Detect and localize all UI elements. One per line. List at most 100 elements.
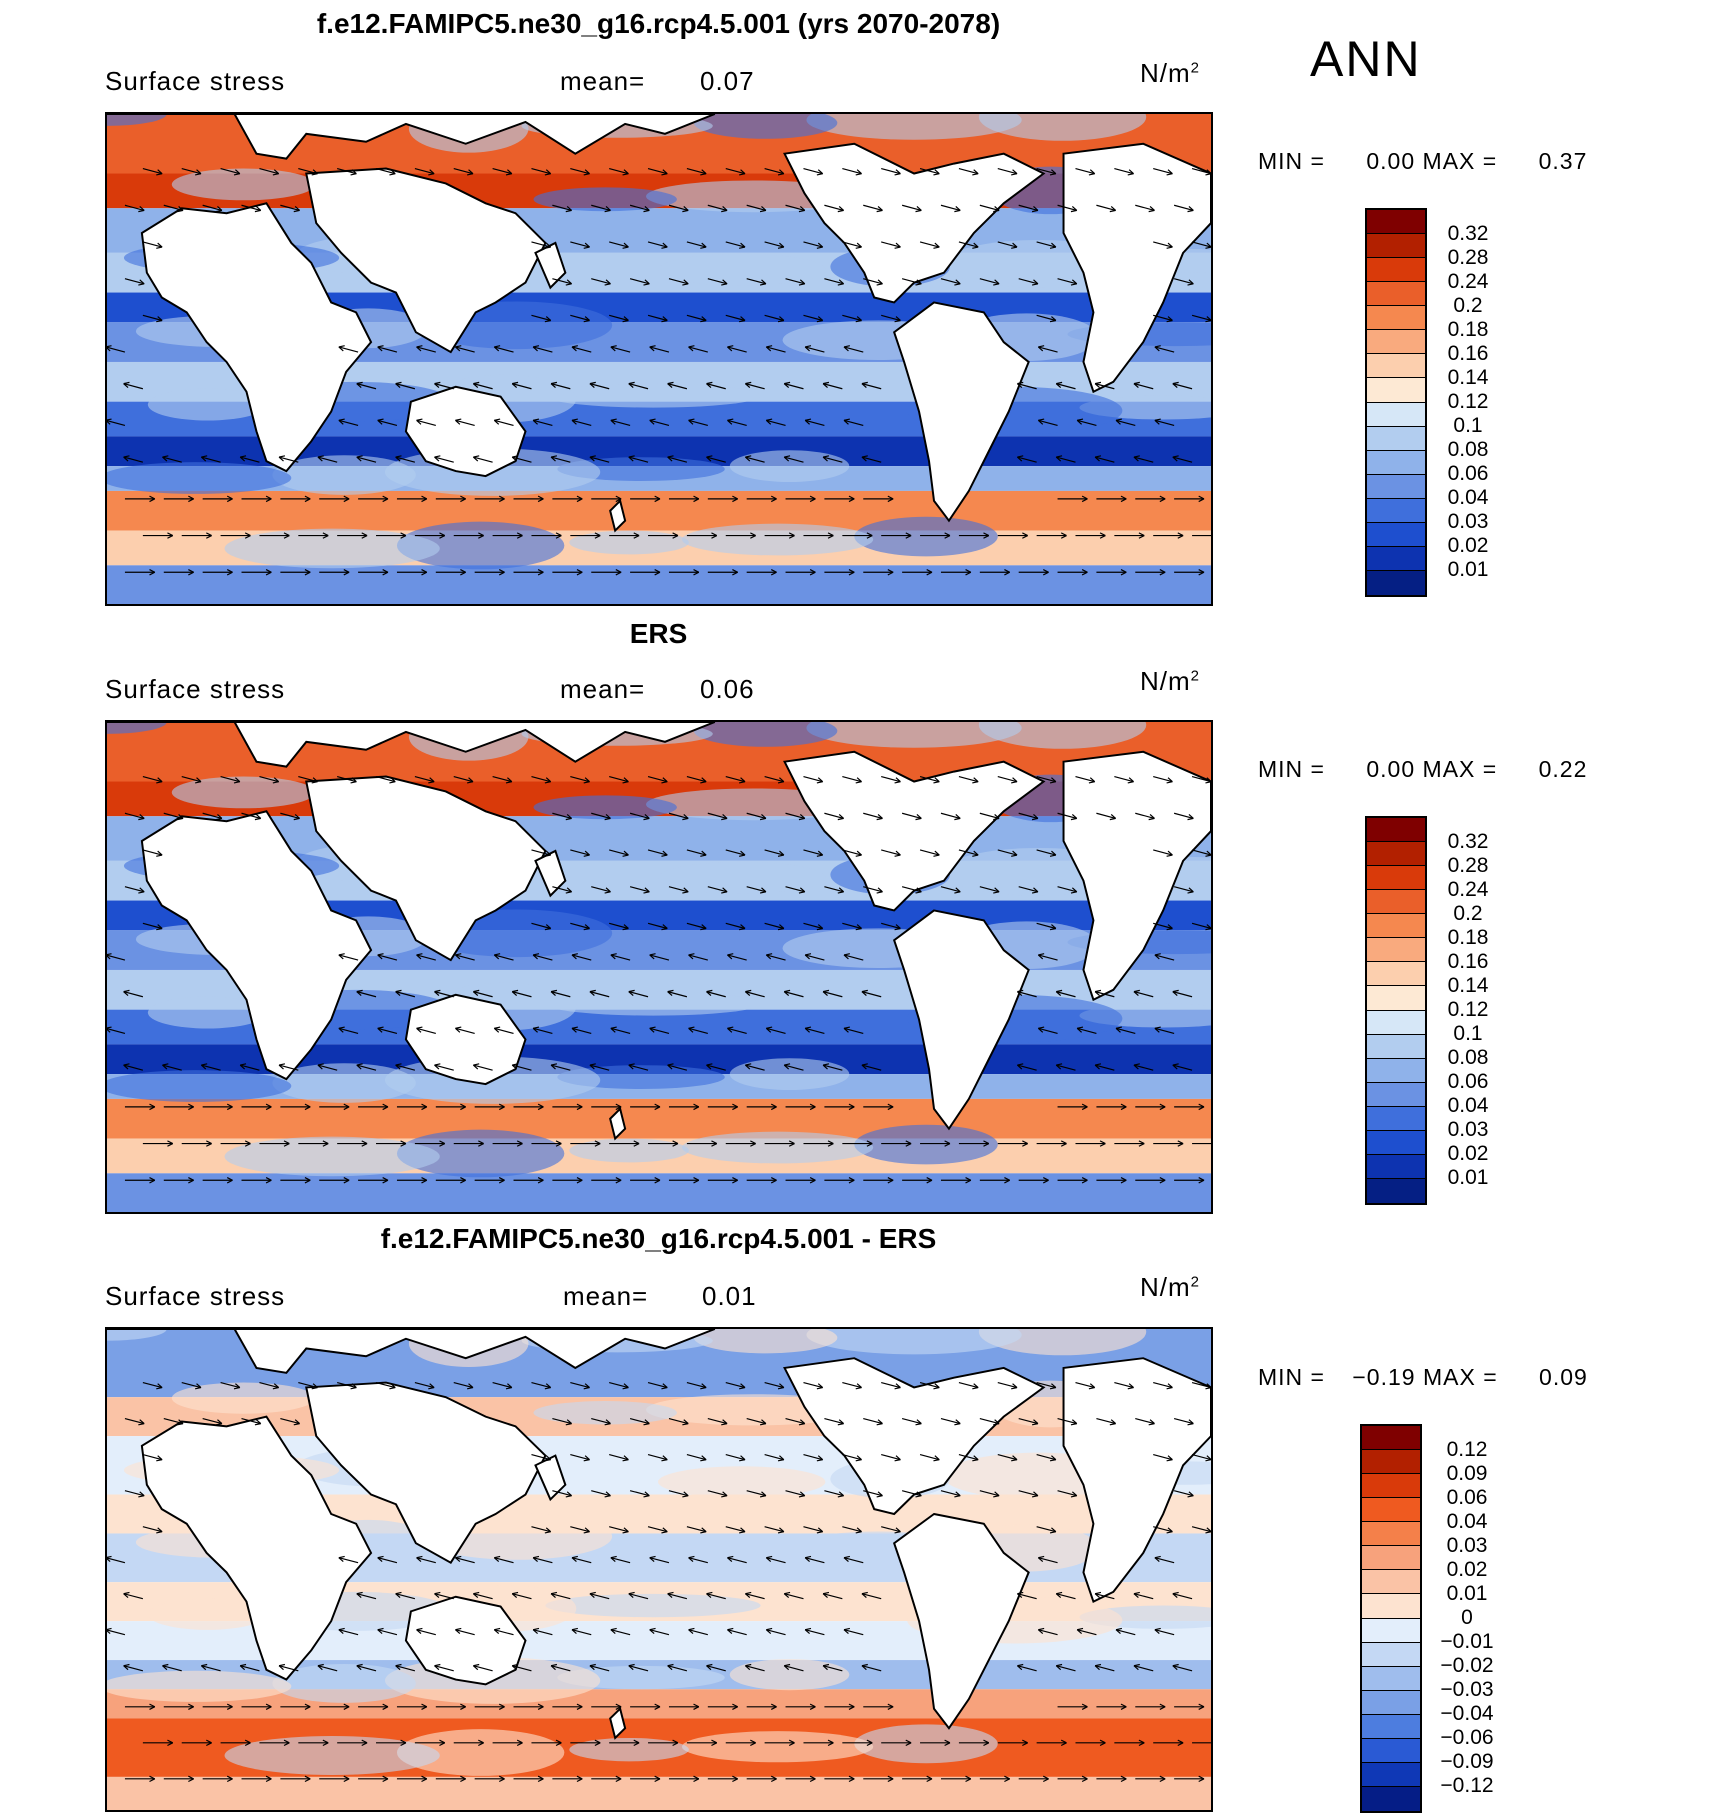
wind-arrowhead bbox=[516, 1739, 523, 1746]
wind-vector bbox=[571, 1629, 592, 1636]
shading-patch bbox=[681, 1131, 874, 1164]
colorbar-tick-label: 0.02 bbox=[1446, 1558, 1488, 1581]
wind-arrowhead bbox=[156, 1455, 163, 1462]
wind-vector bbox=[707, 204, 728, 211]
wind-arrowhead bbox=[1060, 1739, 1067, 1746]
wind-arrowhead bbox=[532, 418, 540, 425]
colorbar-tick-label: 0.03 bbox=[1446, 1534, 1488, 1557]
wind-arrowhead bbox=[688, 1627, 695, 1635]
wind-arrowhead bbox=[1070, 1491, 1078, 1498]
colorbar-tick-label: 0.14 bbox=[1447, 366, 1489, 389]
wind-vector bbox=[649, 419, 670, 427]
wind-vector bbox=[531, 1526, 551, 1533]
wind-vector bbox=[609, 922, 629, 930]
wind-arrowhead bbox=[866, 532, 873, 539]
wind-arrowhead bbox=[511, 989, 519, 997]
wind-vector bbox=[512, 1665, 532, 1672]
colorbar-swatch bbox=[1367, 234, 1425, 259]
wind-arrowhead bbox=[1016, 989, 1024, 997]
wind-arrowhead bbox=[226, 1177, 233, 1184]
land-mass bbox=[305, 775, 547, 962]
land-mass bbox=[305, 167, 547, 354]
wind-vector bbox=[550, 991, 571, 998]
colorbar-tick-label: 0.08 bbox=[1447, 1046, 1489, 1069]
colorbar-swatch bbox=[1367, 330, 1425, 355]
wind-arrowhead bbox=[1088, 1383, 1096, 1390]
wind-arrowhead bbox=[395, 1591, 402, 1599]
wind-arrowhead bbox=[661, 169, 668, 176]
wind-arrowhead bbox=[1081, 1703, 1088, 1710]
wind-vector bbox=[901, 812, 922, 819]
wind-vector bbox=[163, 1418, 184, 1425]
wind-vector bbox=[686, 775, 707, 783]
wind-arrowhead bbox=[1115, 1627, 1122, 1635]
wind-vector bbox=[1075, 167, 1095, 175]
wind-arrowhead bbox=[649, 345, 656, 352]
wind-vector bbox=[628, 1665, 649, 1672]
wind-vector bbox=[162, 1064, 182, 1071]
wind-vector bbox=[338, 954, 359, 961]
wind-arrowhead bbox=[1031, 1419, 1039, 1426]
wind-arrowhead bbox=[239, 1663, 247, 1671]
wind-vector bbox=[764, 922, 785, 930]
wind-vector bbox=[785, 1418, 805, 1425]
wind-vector bbox=[861, 456, 882, 463]
colorbar-tick-label: 0.2 bbox=[1453, 294, 1483, 317]
wind-vector bbox=[494, 1629, 514, 1636]
wind-arrowhead bbox=[887, 1103, 894, 1111]
wind-arrowhead bbox=[1198, 495, 1205, 503]
wind-vector bbox=[259, 775, 279, 783]
wind-arrowhead bbox=[744, 1063, 752, 1070]
wind-arrowhead bbox=[123, 1063, 130, 1070]
wind-vector bbox=[610, 1027, 631, 1035]
wind-vector bbox=[647, 1454, 668, 1461]
wind-arrowhead bbox=[1094, 1591, 1102, 1599]
wind-arrowhead bbox=[400, 1140, 407, 1147]
wind-arrowhead bbox=[505, 169, 513, 176]
wind-vector bbox=[1057, 1418, 1077, 1425]
wind-arrowhead bbox=[356, 1063, 363, 1070]
shading-patch bbox=[729, 1058, 850, 1090]
shading-patch bbox=[681, 1731, 874, 1763]
shading-patch bbox=[171, 776, 316, 809]
wind-vector bbox=[570, 1454, 590, 1461]
wind-vector bbox=[958, 241, 979, 248]
wind-arrowhead bbox=[706, 1591, 713, 1599]
wind-vector bbox=[1153, 775, 1173, 783]
wind-arrowhead bbox=[1154, 953, 1161, 960]
wind-arrowhead bbox=[550, 455, 558, 462]
wind-arrowhead bbox=[107, 345, 112, 352]
wind-arrowhead bbox=[1081, 1177, 1088, 1184]
wind-vector bbox=[803, 1381, 823, 1389]
wind-vector bbox=[901, 204, 922, 211]
wind-vector bbox=[979, 886, 1000, 893]
wind-vector bbox=[861, 991, 882, 998]
wind-arrowhead bbox=[954, 205, 961, 213]
wind-vector bbox=[531, 314, 551, 322]
wind-arrowhead bbox=[649, 953, 656, 960]
wind-vector bbox=[241, 1418, 261, 1425]
wind-vector bbox=[473, 1593, 493, 1600]
wind-vector bbox=[668, 1418, 689, 1425]
wind-arrowhead bbox=[1187, 1419, 1194, 1426]
wind-arrowhead bbox=[661, 777, 668, 784]
colorbar-tick-label: 0.1 bbox=[1453, 414, 1483, 437]
land-mass bbox=[783, 1357, 1046, 1516]
wind-vector bbox=[979, 278, 1000, 285]
wind-vector bbox=[1094, 991, 1115, 998]
wind-vector bbox=[241, 812, 261, 819]
wind-arrowhead bbox=[1159, 1703, 1166, 1710]
wind-arrowhead bbox=[843, 418, 850, 425]
wind-vector bbox=[512, 991, 532, 998]
wind-arrowhead bbox=[1081, 495, 1088, 503]
wind-arrowhead bbox=[721, 1491, 728, 1498]
wind-vector bbox=[416, 1027, 436, 1035]
wind-arrowhead bbox=[1205, 924, 1211, 931]
wind-vector bbox=[1018, 1490, 1039, 1497]
wind-vector bbox=[686, 849, 707, 856]
wind-arrowhead bbox=[571, 1026, 578, 1033]
wind-arrowhead bbox=[162, 1063, 169, 1070]
wind-arrowhead bbox=[633, 1739, 640, 1746]
wind-arrowhead bbox=[254, 813, 262, 821]
wind-arrowhead bbox=[688, 345, 695, 352]
